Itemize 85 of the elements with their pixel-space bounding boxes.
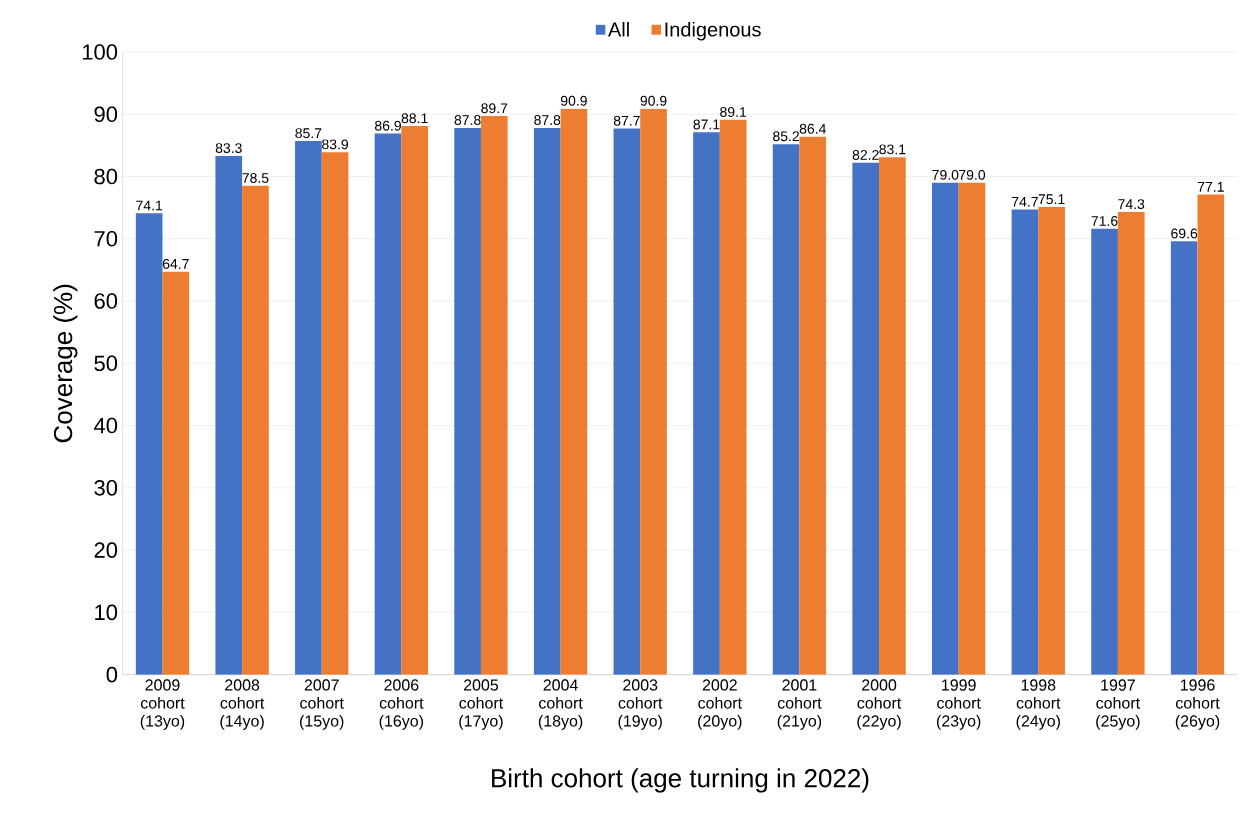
data-label: 87.7	[613, 115, 640, 126]
data-label: 74.1	[136, 200, 163, 211]
x-tick-label: 2003 cohort (19yo)	[618, 679, 663, 731]
bar	[1117, 212, 1145, 675]
x-tick-label: 2005 cohort (17yo)	[459, 679, 504, 731]
bar	[1011, 209, 1039, 675]
x-tick-label: 2006 cohort (16yo)	[379, 679, 424, 731]
y-tick-label: 50	[94, 355, 118, 372]
x-tick-label: 1998 cohort (24yo)	[1016, 679, 1061, 731]
bar	[374, 133, 402, 675]
data-label: 86.9	[374, 120, 401, 131]
data-label: 85.2	[773, 131, 799, 142]
bar	[852, 162, 880, 675]
data-label: 87.8	[454, 115, 481, 126]
legend-label: All	[608, 22, 629, 37]
bar	[1170, 241, 1198, 675]
bar	[401, 126, 429, 675]
y-tick-label: 40	[94, 417, 118, 434]
x-tick-label: 2002 cohort (20yo)	[698, 679, 742, 731]
bar	[242, 186, 269, 675]
bar	[135, 213, 163, 675]
y-tick-label: 70	[94, 231, 118, 247]
bar	[1197, 194, 1225, 675]
bar	[321, 152, 349, 675]
data-label: 78.5	[242, 173, 269, 184]
x-tick-label: 2007 cohort (15yo)	[300, 679, 344, 731]
x-tick-label: 2004 cohort (18yo)	[538, 679, 583, 731]
y-tick-label: 20	[94, 542, 118, 559]
bar	[772, 144, 800, 675]
data-label: 88.1	[401, 113, 428, 124]
bar	[1038, 207, 1065, 675]
bar	[693, 132, 720, 675]
bar	[1091, 228, 1118, 675]
x-tick-label: 2008 cohort (14yo)	[220, 679, 265, 731]
x-tick-label: 2001 cohort (21yo)	[777, 679, 822, 731]
bar	[958, 182, 986, 675]
data-label: 90.9	[560, 95, 587, 106]
data-label: 77.1	[1197, 182, 1224, 192]
data-label: 89.7	[481, 103, 508, 114]
legend-label: Indigenous	[665, 22, 761, 41]
x-tick-label: 1997 cohort (25yo)	[1096, 679, 1141, 731]
bar	[719, 120, 747, 675]
data-label: 74.7	[1012, 197, 1038, 207]
data-label: 85.7	[295, 128, 322, 139]
y-tick-label: 80	[94, 168, 118, 185]
data-label: 87.8	[534, 115, 561, 126]
y-tick-label: 100	[82, 44, 118, 60]
data-label: 82.2	[852, 150, 879, 161]
data-label: 74.3	[1118, 199, 1145, 210]
data-label: 83.3	[215, 143, 242, 154]
x-tick-label: 2009 cohort (13yo)	[140, 679, 185, 731]
bar	[640, 108, 667, 675]
x-tick-label: 2000 cohort (22yo)	[857, 679, 902, 731]
data-label: 69.6	[1171, 228, 1198, 239]
data-label: 71.6	[1091, 216, 1118, 227]
bar	[480, 116, 508, 675]
bar	[295, 141, 322, 675]
bar	[454, 128, 481, 675]
y-tick-label: 0	[106, 667, 118, 683]
data-label: 64.7	[162, 259, 189, 270]
data-label: 79.0	[959, 170, 986, 180]
bar	[162, 271, 190, 675]
data-label: 90.9	[640, 95, 667, 106]
bar	[879, 157, 906, 675]
y-tick-label: 60	[94, 293, 118, 309]
y-tick-label: 30	[94, 480, 118, 496]
x-axis-title: Birth cohort (age turning in 2022)	[492, 768, 869, 793]
data-label: 89.1	[720, 107, 747, 118]
bar	[932, 182, 959, 675]
bar	[533, 128, 561, 675]
bar	[560, 108, 588, 675]
y-axis-title: Coverage (%)	[53, 284, 78, 443]
data-label: 83.9	[322, 139, 348, 150]
data-label: 87.1	[693, 119, 720, 130]
bar	[613, 128, 641, 675]
bar	[799, 136, 827, 675]
data-label: 79.0	[932, 170, 959, 180]
x-tick-label: 1999 cohort (23yo)	[936, 679, 981, 731]
x-tick-label: 1996 cohort (26yo)	[1175, 679, 1220, 731]
data-label: 86.4	[799, 124, 826, 134]
data-label: 83.1	[879, 144, 906, 155]
y-tick-label: 10	[95, 604, 118, 621]
y-tick-label: 90	[94, 106, 118, 123]
bar	[215, 156, 243, 675]
data-label: 75.1	[1038, 194, 1065, 205]
